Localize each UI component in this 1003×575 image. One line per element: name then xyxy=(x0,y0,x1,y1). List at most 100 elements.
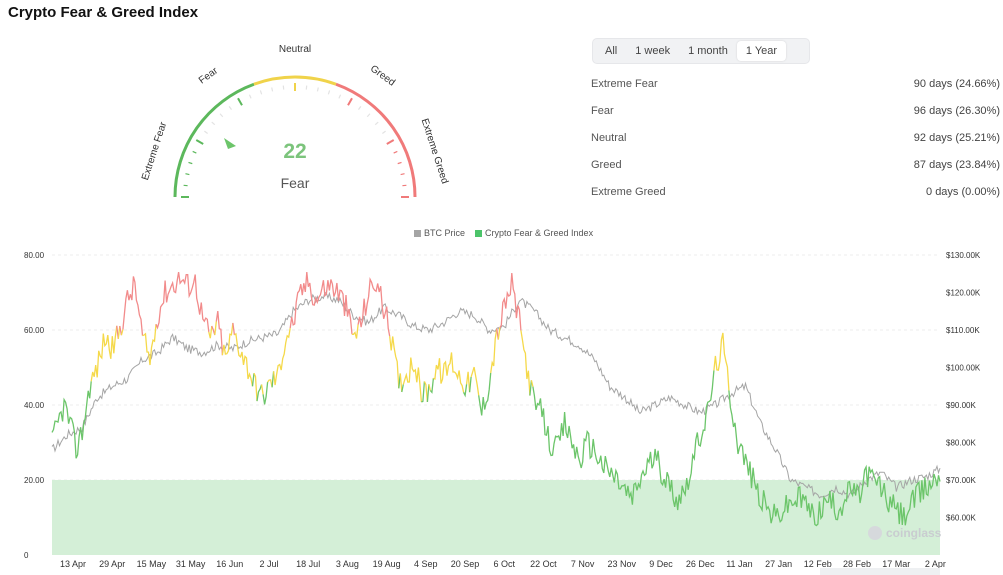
fgi-segment-fear xyxy=(51,381,92,459)
stat-value: 90 days (24.66%) xyxy=(913,78,1000,90)
x-tick-label: 27 Jan xyxy=(765,559,792,569)
x-tick-label: 22 Oct xyxy=(530,559,557,569)
fgi-segment-neutral xyxy=(428,384,432,391)
fgi-segment-neutral xyxy=(352,324,359,339)
fgi-segment-neutral xyxy=(470,366,480,396)
y-right-tick-label: $130.00K xyxy=(946,251,981,260)
y-left-tick-label: 0 xyxy=(24,551,29,560)
x-tick-label: 23 Nov xyxy=(608,559,637,569)
y-right-tick-label: $120.00K xyxy=(946,289,981,298)
gauge-arc-neutral xyxy=(253,75,337,86)
gauge-arc-fear xyxy=(173,82,255,198)
x-tick-label: 26 Dec xyxy=(686,559,715,569)
fear-greed-gauge: 22 Fear Extreme Fear Fear Neutral Greed … xyxy=(140,44,450,198)
gauge-label-greed: Greed xyxy=(368,63,397,88)
tab-1-year[interactable]: 1 Year xyxy=(736,41,787,61)
gauge-tick xyxy=(185,173,190,176)
legend-label-btc: BTC Price xyxy=(424,228,466,238)
gauge-label-fear: Fear xyxy=(197,65,221,86)
gauge-tick xyxy=(386,139,395,145)
fgi-segment-greed xyxy=(289,272,353,335)
watermark-text: coinglass xyxy=(886,526,942,540)
legend-item-fgi[interactable]: Crypto Fear & Greed Index xyxy=(475,228,593,238)
x-tick-label: 19 Aug xyxy=(373,559,401,569)
fgi-segment-greed xyxy=(357,277,391,337)
gauge-label: Fear xyxy=(281,175,310,191)
x-tick-label: 2 Jul xyxy=(259,559,278,569)
gauge-tick xyxy=(204,130,208,135)
x-tick-label: 9 Dec xyxy=(649,559,673,569)
gauge-tick xyxy=(219,113,224,118)
btc-price-line xyxy=(51,291,941,500)
chart-legend: BTC Price Crypto Fear & Greed Index xyxy=(414,228,603,238)
y-right-tick-label: $110.00K xyxy=(946,326,980,335)
fgi-segment-fear xyxy=(529,380,533,396)
stat-value: 0 days (0.00%) xyxy=(926,186,1000,198)
page-title: Crypto Fear & Greed Index xyxy=(8,4,199,21)
y-right-tick-label: $70.00K xyxy=(946,476,976,485)
gauge-tick xyxy=(271,87,274,92)
fgi-segment-fear xyxy=(463,384,468,398)
gauge-tick xyxy=(259,90,263,95)
gauge-tick xyxy=(382,130,386,135)
stat-value: 87 days (23.84%) xyxy=(913,159,1000,171)
gauge-tick xyxy=(357,106,362,110)
x-tick-label: 16 Jun xyxy=(216,559,243,569)
gauge-arc-greed xyxy=(335,82,417,198)
gauge-label-neutral: Neutral xyxy=(279,44,311,55)
x-tick-label: 15 May xyxy=(137,559,167,569)
x-tick-label: 11 Jan xyxy=(726,559,752,569)
stat-row-neutral: Neutral 92 days (25.21%) xyxy=(591,125,1000,152)
coinglass-logo-icon xyxy=(868,526,882,540)
gauge-tick xyxy=(316,87,319,92)
legend-swatch-fgi xyxy=(475,229,483,237)
fgi-segment-fear xyxy=(426,384,430,403)
stat-label: Extreme Fear xyxy=(591,78,658,90)
x-axis: 13 Apr 29 Apr 15 May 31 May 16 Jun 2 Jul 18 Ju… xyxy=(60,559,946,569)
fgi-segment-neutral xyxy=(208,325,213,339)
fgi-segment-neutral xyxy=(267,379,273,388)
stat-row-fear: Fear 96 days (26.30%) xyxy=(591,98,1000,125)
fgi-segment-neutral xyxy=(253,372,258,402)
fgi-segment-neutral xyxy=(490,328,498,374)
timeframe-tabs: All 1 week 1 month 1 Year xyxy=(592,38,810,64)
fgi-segment-fear xyxy=(478,372,492,416)
fgi-segment-neutral xyxy=(260,384,264,395)
fear-zone-band xyxy=(52,480,940,555)
fgi-segment-neutral xyxy=(530,380,534,387)
gauge-tick xyxy=(366,113,371,118)
y-right-tick-label: $60.00K xyxy=(946,514,976,523)
stat-row-greed: Greed 87 days (23.84%) xyxy=(591,152,1000,179)
fgi-segment-greed xyxy=(122,276,144,336)
fgi-segment-neutral xyxy=(234,332,254,387)
fgi-segment-neutral xyxy=(423,381,429,403)
legend-label-fgi: Crypto Fear & Greed Index xyxy=(485,228,594,238)
gauge-tick xyxy=(237,97,243,106)
x-tick-label: 20 Sep xyxy=(451,559,480,569)
fgi-segment-greed xyxy=(211,325,216,336)
tab-1-month[interactable]: 1 month xyxy=(688,45,728,57)
fgi-line xyxy=(51,271,941,527)
gauge-tick xyxy=(228,106,233,110)
tab-1-week[interactable]: 1 week xyxy=(635,45,671,57)
fgi-segment-neutral xyxy=(214,321,217,336)
coinglass-watermark: coinglass xyxy=(868,526,941,540)
fgi-segment-fear xyxy=(532,370,715,511)
gauge-tick xyxy=(195,139,204,145)
scrollbar-track[interactable] xyxy=(820,568,940,575)
fgi-segment-neutral xyxy=(433,352,465,393)
y-axis-left: 0 20.00 40.00 60.00 80.00 xyxy=(24,251,45,560)
fgi-segment-neutral xyxy=(402,357,423,403)
fgi-segment-fear xyxy=(429,378,435,394)
x-tick-label: 28 Feb xyxy=(843,559,871,569)
gauge-ticks xyxy=(181,83,409,198)
tab-all[interactable]: All xyxy=(605,45,618,57)
gauge-tick xyxy=(397,161,402,165)
fgi-segment-neutral xyxy=(713,332,730,391)
fgi-segment-fear xyxy=(728,390,941,527)
gauge-tick xyxy=(248,94,252,99)
gauge-label-extreme-greed: Extreme Greed xyxy=(419,117,450,185)
stat-row-extreme-fear: Extreme Fear 90 days (24.66%) xyxy=(591,71,1000,98)
legend-item-btc-price[interactable]: BTC Price xyxy=(414,228,465,238)
x-tick-label: 6 Oct xyxy=(493,559,515,569)
